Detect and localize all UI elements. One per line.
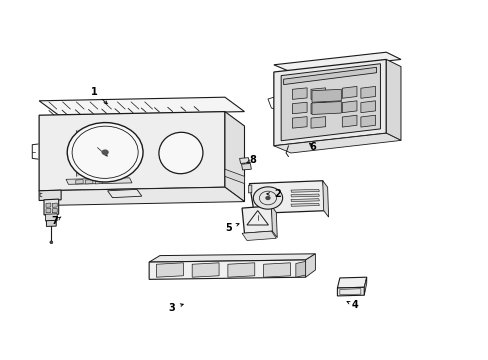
Polygon shape	[239, 158, 249, 163]
Polygon shape	[44, 199, 59, 215]
Text: 3: 3	[168, 303, 183, 313]
Polygon shape	[310, 117, 325, 128]
Polygon shape	[249, 181, 327, 213]
Polygon shape	[39, 97, 244, 115]
Text: 1: 1	[90, 87, 107, 104]
Polygon shape	[52, 203, 57, 207]
Polygon shape	[310, 102, 325, 114]
Polygon shape	[192, 263, 219, 277]
Polygon shape	[95, 180, 102, 184]
Polygon shape	[271, 206, 277, 238]
Polygon shape	[39, 187, 244, 205]
Polygon shape	[311, 89, 341, 102]
Polygon shape	[107, 189, 142, 198]
Polygon shape	[386, 59, 400, 140]
Polygon shape	[227, 263, 254, 277]
Polygon shape	[66, 178, 132, 184]
Polygon shape	[322, 181, 328, 217]
Text: 2: 2	[266, 189, 280, 199]
Text: 6: 6	[309, 142, 316, 152]
Polygon shape	[305, 254, 315, 277]
Polygon shape	[39, 112, 224, 191]
Polygon shape	[224, 112, 244, 202]
Polygon shape	[273, 59, 386, 146]
Polygon shape	[39, 190, 61, 201]
Text: 8: 8	[246, 155, 256, 165]
Polygon shape	[242, 206, 273, 233]
Polygon shape	[290, 194, 319, 197]
Polygon shape	[310, 88, 325, 99]
Ellipse shape	[67, 123, 143, 182]
Polygon shape	[242, 231, 276, 240]
Polygon shape	[273, 133, 400, 153]
Ellipse shape	[50, 241, 53, 244]
Polygon shape	[290, 189, 319, 192]
Polygon shape	[52, 208, 57, 213]
Circle shape	[256, 221, 258, 222]
Polygon shape	[337, 287, 364, 296]
Ellipse shape	[253, 187, 282, 209]
Polygon shape	[360, 86, 375, 98]
Text: 5: 5	[225, 222, 239, 233]
Polygon shape	[241, 163, 251, 170]
Polygon shape	[283, 67, 376, 85]
Polygon shape	[311, 102, 341, 114]
Polygon shape	[149, 254, 315, 262]
Polygon shape	[149, 260, 305, 279]
Polygon shape	[46, 220, 56, 226]
Polygon shape	[364, 277, 366, 295]
Polygon shape	[224, 169, 244, 184]
Polygon shape	[46, 208, 51, 213]
Polygon shape	[76, 180, 83, 184]
Text: 7: 7	[51, 216, 61, 226]
Polygon shape	[273, 52, 400, 72]
Polygon shape	[360, 115, 375, 127]
Circle shape	[265, 197, 269, 199]
Polygon shape	[292, 117, 306, 128]
Polygon shape	[292, 88, 306, 99]
Polygon shape	[156, 263, 183, 277]
Polygon shape	[342, 101, 356, 113]
Polygon shape	[45, 214, 57, 221]
Polygon shape	[360, 101, 375, 113]
Polygon shape	[295, 261, 305, 277]
Polygon shape	[290, 203, 319, 206]
Polygon shape	[281, 64, 380, 141]
Polygon shape	[292, 102, 306, 114]
Text: 4: 4	[346, 300, 357, 310]
Polygon shape	[337, 277, 366, 288]
Polygon shape	[342, 86, 356, 98]
Polygon shape	[263, 263, 290, 277]
Ellipse shape	[159, 132, 203, 174]
Circle shape	[102, 150, 108, 154]
Polygon shape	[342, 115, 356, 127]
Polygon shape	[248, 185, 251, 193]
Polygon shape	[85, 180, 93, 184]
Polygon shape	[290, 199, 319, 202]
Polygon shape	[46, 203, 51, 207]
